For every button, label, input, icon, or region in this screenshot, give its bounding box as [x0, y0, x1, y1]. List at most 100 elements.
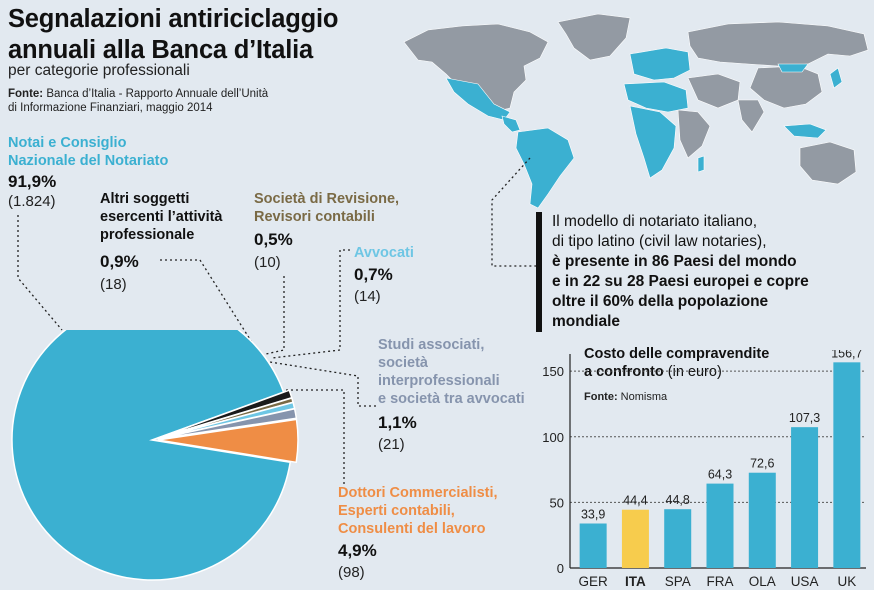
count-notai: (1.824) — [8, 193, 56, 210]
bar-chart-source: Fonte: Nomisma — [584, 391, 667, 403]
callout-line-6: mondiale — [552, 313, 621, 330]
x-tick-label: SPA — [665, 574, 691, 589]
label-altri: Altri soggetti esercenti l’attività prof… — [100, 190, 223, 244]
infographic-subtitle: per categorie professionali — [8, 62, 190, 79]
bar-uk — [833, 362, 861, 568]
pie-slice-dottori — [157, 418, 299, 464]
count-dottori: (98) — [338, 564, 365, 581]
notai-connector — [17, 215, 63, 331]
pct-altri: 0,9% — [100, 252, 139, 271]
x-tick-label: OLA — [749, 574, 776, 589]
bar-ger — [579, 523, 607, 568]
altri-connector — [160, 259, 259, 353]
label-revisione: Società di Revisione, Revisori contabili — [254, 190, 399, 226]
callout-line-3: è presente in 86 Paesi del mondo — [552, 253, 797, 270]
bar-spa — [664, 509, 692, 568]
map-south-america — [515, 127, 575, 209]
pie-slice-studi — [157, 407, 298, 440]
bar-ola — [748, 472, 776, 568]
label-studi-line-2: società — [378, 355, 428, 371]
map-west-africa — [629, 105, 677, 179]
label-altri-line-3: professionale — [100, 227, 195, 243]
map-australia — [799, 141, 857, 185]
y-tick-label: 0 — [557, 561, 564, 576]
bar-ita — [621, 509, 649, 568]
y-tick-label: 150 — [542, 364, 564, 379]
bar-value-label: 44,4 — [623, 494, 647, 508]
label-notai-line-1: Notai e Consiglio — [8, 135, 127, 151]
label-studi-line-1: Studi associati, — [378, 337, 485, 353]
label-revisione-line-2: Revisori contabili — [254, 209, 375, 225]
count-revisione: (10) — [254, 254, 281, 271]
bar-value-label: 156,7 — [831, 350, 862, 360]
callout-line-4: e in 22 su 28 Paesi europei e copre — [552, 273, 809, 290]
dottori-connector — [280, 389, 345, 484]
map-east-africa — [677, 109, 711, 159]
y-tick-label: 100 — [542, 430, 564, 445]
bar-value-label: 107,3 — [789, 411, 820, 425]
bar-chart-title-line-1: Costo delle compravendite — [584, 346, 770, 362]
map-indonesia — [783, 123, 827, 139]
source-line-2: di Informazione Finanziari, maggio 2014 — [8, 102, 213, 114]
pie-slice-notai — [11, 330, 292, 581]
map-north-africa — [623, 81, 689, 113]
x-tick-label: ITA — [625, 574, 646, 589]
pct-dottori: 4,9% — [338, 541, 377, 560]
map-greenland — [557, 13, 631, 61]
bar-value-label: 64,3 — [708, 468, 732, 482]
bar-chart-source-text: Nomisma — [617, 391, 668, 403]
map-japan — [829, 67, 843, 89]
x-tick-label: FRA — [707, 574, 734, 589]
source-line-1: Banca d’Italia - Rapporto Annuale dell’U… — [43, 88, 269, 100]
bar-value-label: 72,6 — [750, 457, 774, 471]
pct-revisione: 0,5% — [254, 230, 293, 249]
callout-line-1: Il modello di notariato italiano, — [552, 213, 758, 230]
bar-value-label: 33,9 — [581, 508, 605, 522]
x-tick-label: USA — [791, 574, 819, 589]
x-tick-label: UK — [837, 574, 856, 589]
count-altri: (18) — [100, 276, 127, 293]
avvocati-connector — [271, 249, 350, 359]
bar-usa — [791, 427, 819, 568]
y-tick-label: 50 — [550, 495, 564, 510]
pct-avvocati: 0,7% — [354, 265, 393, 284]
label-dottori: Dottori Commercialisti, Esperti contabil… — [338, 484, 498, 538]
source-label: Fonte: — [8, 88, 44, 100]
label-dottori-line-3: Consulenti del lavoro — [338, 521, 486, 537]
map-north-america — [403, 23, 549, 113]
label-revisione-line-1: Società di Revisione, — [254, 191, 400, 207]
label-altri-line-1: Altri soggetti — [100, 191, 190, 207]
callout-bar — [536, 212, 542, 332]
label-studi-line-4: e società tra avvocati — [378, 391, 525, 407]
map-connector — [491, 157, 536, 267]
title-line-2: annuali alla Banca d’Italia — [8, 36, 313, 64]
map-mongolia — [777, 63, 809, 73]
x-tick-label: GER — [579, 574, 609, 589]
callout-line-5: oltre il 60% della popolazione — [552, 293, 769, 310]
label-notai-line-2: Nazionale del Notariato — [8, 153, 169, 169]
count-studi: (21) — [378, 436, 405, 453]
pct-notai: 91,9% — [8, 172, 57, 191]
label-altri-line-2: esercenti l’attività — [100, 209, 223, 225]
title-line-1: Segnalazioni antiriciclaggio — [8, 5, 339, 33]
label-studi-line-3: interprofessionali — [378, 373, 500, 389]
bar-value-label: 44,8 — [666, 493, 690, 507]
map-madagascar — [697, 155, 705, 173]
infographic-title: Segnalazioni antiriciclaggio annuali all… — [8, 4, 338, 66]
bar-fra — [706, 483, 734, 568]
label-studi: Studi associati, società interprofession… — [378, 336, 525, 408]
pie-chart — [11, 330, 299, 581]
bar-chart-title-line-2: a confronto — [584, 364, 664, 380]
map-india — [737, 99, 765, 133]
map-russia — [687, 21, 869, 67]
label-dottori-line-1: Dottori Commercialisti, — [338, 485, 498, 501]
bar-chart-source-label: Fonte: — [584, 391, 618, 403]
pct-studi: 1,1% — [378, 413, 417, 432]
bar-chart-unit: (in euro) — [663, 364, 722, 380]
bar-chart: 0 50 100 150 33,9 GER 44,4 ITA 44,8 SPA 64,3 FRA 72,… — [542, 350, 866, 589]
world-map — [403, 13, 869, 209]
revisione-connector — [265, 276, 285, 355]
bar-chart-title: Costo delle compravendite a confronto (i… — [584, 345, 769, 381]
callout-line-2: di tipo latino (civil law notaries), — [552, 233, 767, 250]
